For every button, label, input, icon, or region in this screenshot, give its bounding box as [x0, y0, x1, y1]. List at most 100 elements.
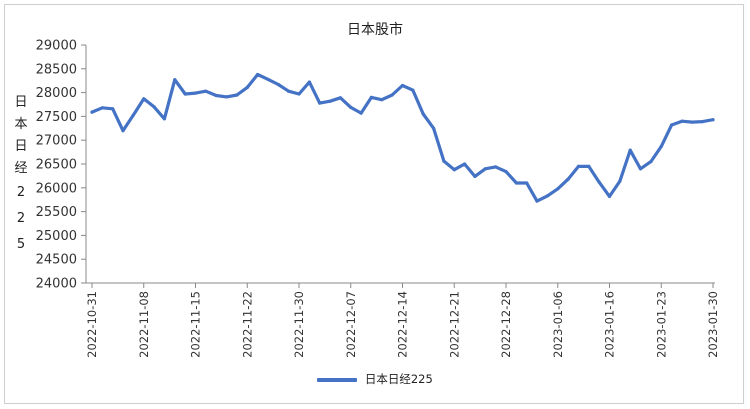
data-point: [100, 106, 104, 110]
data-point: [680, 119, 684, 123]
y-tick-label: 28000: [36, 86, 77, 101]
data-point: [473, 174, 477, 178]
x-tick-label: 2022-12-21: [447, 291, 461, 358]
y-axis-label-char: 2: [16, 185, 26, 200]
data-point: [618, 179, 622, 183]
x-tick-label: 2022-11-15: [189, 291, 203, 358]
x-tick-label: 2022-12-28: [499, 291, 513, 358]
x-axis: 2022-10-31 2022-11-08 2022-11-15 2022-11-22…: [85, 282, 720, 358]
data-point: [483, 167, 487, 171]
y-tick-label: 25000: [36, 229, 77, 244]
data-point: [442, 159, 446, 163]
data-point: [390, 93, 394, 97]
data-point: [162, 117, 166, 121]
data-point: [90, 110, 94, 114]
data-point: [287, 89, 291, 93]
data-point: [670, 123, 674, 127]
data-point: [525, 181, 529, 185]
data-point: [432, 126, 436, 130]
legend-swatch: [317, 377, 358, 382]
data-point: [452, 168, 456, 172]
chart-frame: [4, 4, 744, 404]
data-point: [545, 194, 550, 198]
data-point: [504, 170, 508, 174]
data-point: [411, 88, 415, 92]
chart-title: 日本股市: [347, 22, 403, 38]
data-point: [380, 98, 384, 102]
data-point: [256, 72, 260, 77]
x-tick-label: 2022-12-14: [396, 291, 410, 358]
y-tick-label: 26500: [36, 158, 77, 173]
data-point: [121, 129, 125, 133]
data-point: [597, 180, 601, 184]
data-point: [245, 85, 249, 89]
data-point: [359, 111, 363, 115]
data-point: [638, 167, 643, 171]
y-tick-label: 27000: [36, 134, 77, 149]
data-point: [711, 118, 715, 122]
data-point: [400, 83, 405, 88]
y-axis-label-char: 2: [16, 211, 26, 226]
data-point: [494, 165, 498, 169]
data-point: [225, 95, 229, 99]
y-tick-label: 27500: [36, 110, 77, 125]
y-axis-label-char: 经: [14, 161, 28, 176]
data-point: [649, 160, 653, 164]
data-point: [204, 89, 208, 93]
data-point: [111, 107, 115, 111]
y-axis-label-char: 日: [14, 139, 28, 154]
data-point: [297, 92, 301, 96]
data-point: [266, 77, 270, 81]
y-tick-label: 26000: [36, 181, 77, 196]
data-point: [566, 177, 570, 181]
data-point: [659, 144, 663, 148]
data-point: [328, 99, 332, 103]
data-point: [556, 187, 560, 191]
legend: 日本日经225: [0, 371, 750, 387]
data-point: [318, 101, 322, 105]
data-point: [421, 112, 425, 116]
x-tick-label: 2023-01-06: [551, 291, 565, 358]
data-point: [587, 164, 591, 168]
x-tick-label: 2022-11-08: [137, 291, 151, 358]
data-point: [142, 97, 146, 101]
legend-label: 日本日经225: [364, 372, 433, 386]
y-axis-label-char: 日: [14, 95, 28, 110]
data-point: [173, 78, 177, 82]
series-layer: [90, 72, 715, 203]
data-point: [307, 80, 311, 84]
y-axis-label: 日本日经 2 2 5: [11, 92, 31, 258]
data-point: [235, 93, 239, 97]
data-point: [701, 120, 705, 124]
data-point: [338, 96, 342, 100]
data-point: [535, 199, 539, 203]
data-point: [214, 93, 218, 98]
x-tick-label: 2022-10-31: [85, 291, 99, 358]
y-tick-label: 29000: [36, 39, 77, 54]
data-point: [152, 105, 156, 109]
y-axis-label-char: 本: [14, 117, 28, 132]
data-point: [193, 91, 198, 95]
y-tick-label: 28500: [36, 62, 77, 77]
x-tick-label: 2023-01-23: [654, 291, 668, 358]
data-point: [463, 162, 467, 166]
data-point: [183, 92, 187, 96]
y-tick-label: 24000: [36, 277, 77, 292]
y-axis: 24000 24500 25000 25500 26000 26500 27000 27500…: [36, 39, 87, 292]
y-tick-label: 25500: [36, 205, 77, 220]
data-point: [690, 120, 694, 124]
x-tick-label: 2023-01-16: [603, 291, 617, 358]
x-tick-label: 2022-11-30: [292, 291, 306, 358]
x-tick-label: 2022-12-07: [344, 291, 358, 358]
y-tick-label: 24500: [36, 253, 77, 268]
data-point: [369, 95, 373, 99]
data-point: [349, 105, 353, 109]
data-point: [514, 181, 519, 185]
data-point: [276, 82, 280, 87]
data-point: [628, 148, 632, 152]
data-point: [576, 164, 581, 168]
data-point: [607, 194, 612, 198]
data-point: [131, 113, 135, 117]
x-tick-label: 2022-11-22: [240, 291, 254, 358]
